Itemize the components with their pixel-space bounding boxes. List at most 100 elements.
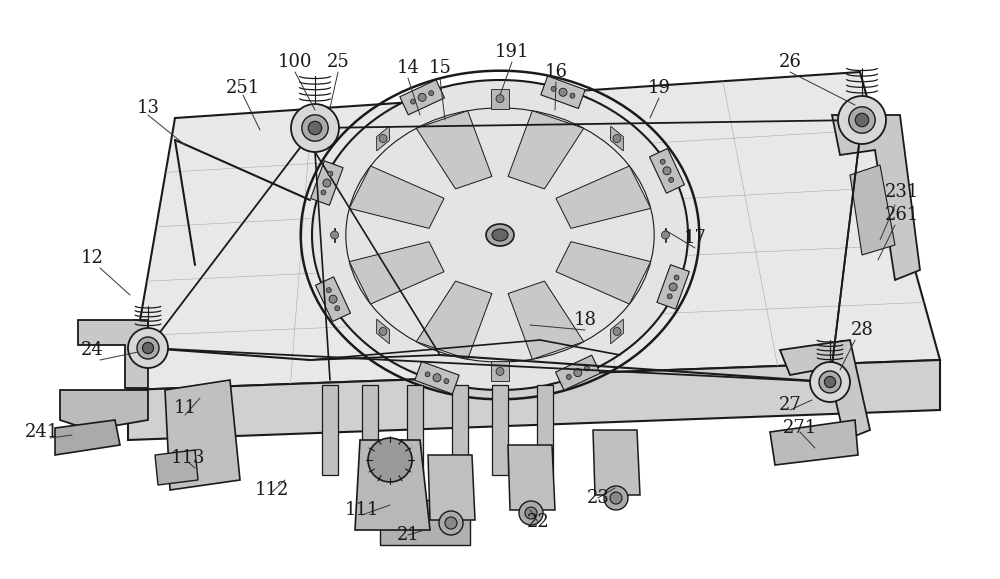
Circle shape: [570, 93, 575, 98]
Polygon shape: [593, 430, 640, 495]
Text: 13: 13: [136, 99, 160, 117]
Circle shape: [525, 507, 537, 519]
Circle shape: [566, 375, 571, 379]
Polygon shape: [541, 76, 585, 108]
Polygon shape: [491, 361, 509, 382]
Text: 100: 100: [278, 53, 312, 71]
Text: 18: 18: [574, 311, 596, 329]
Circle shape: [669, 283, 677, 291]
Circle shape: [321, 190, 326, 195]
Polygon shape: [556, 355, 600, 390]
Text: 191: 191: [495, 43, 529, 61]
Circle shape: [411, 99, 416, 104]
Circle shape: [574, 369, 582, 377]
Polygon shape: [55, 420, 120, 455]
Circle shape: [551, 86, 556, 91]
Polygon shape: [556, 241, 651, 304]
Circle shape: [613, 134, 621, 142]
Text: 16: 16: [544, 63, 568, 81]
Text: 15: 15: [429, 59, 451, 77]
Circle shape: [613, 328, 621, 335]
Text: 271: 271: [783, 419, 817, 437]
Bar: [407, 385, 423, 475]
Circle shape: [323, 179, 331, 187]
Circle shape: [137, 337, 159, 359]
Text: 14: 14: [397, 59, 419, 77]
Polygon shape: [556, 166, 651, 228]
Bar: [362, 385, 378, 475]
Circle shape: [308, 121, 322, 135]
Polygon shape: [415, 361, 459, 394]
Polygon shape: [316, 277, 351, 321]
Polygon shape: [780, 340, 870, 440]
Circle shape: [379, 328, 387, 335]
Polygon shape: [850, 165, 895, 255]
Text: 24: 24: [81, 341, 103, 359]
Circle shape: [335, 306, 340, 311]
Polygon shape: [508, 281, 584, 360]
Circle shape: [418, 93, 426, 101]
Polygon shape: [400, 80, 444, 115]
Polygon shape: [165, 380, 240, 490]
Polygon shape: [380, 500, 470, 545]
Text: 22: 22: [527, 513, 549, 531]
Circle shape: [819, 371, 841, 393]
Text: 23: 23: [587, 489, 609, 507]
Text: 25: 25: [327, 53, 349, 71]
Circle shape: [302, 115, 328, 141]
Text: 112: 112: [255, 481, 289, 499]
Circle shape: [368, 438, 412, 482]
Circle shape: [433, 373, 441, 382]
Polygon shape: [649, 148, 684, 193]
Circle shape: [425, 372, 430, 377]
Circle shape: [445, 517, 457, 529]
Circle shape: [496, 368, 504, 375]
Polygon shape: [832, 115, 920, 280]
Circle shape: [379, 134, 387, 142]
Circle shape: [667, 294, 672, 299]
Circle shape: [429, 90, 434, 96]
Polygon shape: [128, 72, 940, 390]
Text: 11: 11: [174, 399, 196, 417]
Ellipse shape: [312, 80, 688, 390]
Text: 26: 26: [779, 53, 801, 71]
Circle shape: [669, 177, 674, 182]
Circle shape: [328, 171, 333, 176]
Circle shape: [584, 366, 589, 371]
Text: 12: 12: [81, 249, 103, 267]
Circle shape: [824, 376, 836, 387]
Polygon shape: [60, 390, 148, 430]
Circle shape: [291, 104, 339, 152]
Polygon shape: [611, 319, 623, 344]
Text: 19: 19: [648, 79, 670, 97]
Polygon shape: [491, 89, 509, 109]
Polygon shape: [657, 265, 689, 309]
Polygon shape: [78, 320, 148, 388]
Circle shape: [663, 167, 671, 175]
Polygon shape: [416, 281, 492, 360]
Polygon shape: [770, 420, 858, 465]
Circle shape: [326, 288, 331, 292]
Polygon shape: [428, 455, 475, 520]
Text: 21: 21: [397, 526, 419, 544]
Text: 27: 27: [779, 396, 801, 414]
Polygon shape: [377, 126, 389, 151]
Circle shape: [661, 231, 669, 239]
Polygon shape: [311, 161, 343, 206]
Text: 28: 28: [851, 321, 873, 339]
Circle shape: [849, 107, 875, 133]
Circle shape: [810, 362, 850, 402]
Polygon shape: [416, 111, 492, 189]
Bar: [322, 385, 338, 475]
Circle shape: [142, 342, 154, 354]
Text: 241: 241: [25, 423, 59, 441]
Bar: [452, 385, 468, 475]
Polygon shape: [611, 126, 623, 151]
Circle shape: [439, 511, 463, 535]
Text: 261: 261: [885, 206, 919, 224]
Bar: [492, 385, 508, 475]
Circle shape: [128, 328, 168, 368]
Polygon shape: [355, 440, 430, 530]
Circle shape: [604, 486, 628, 510]
Circle shape: [559, 88, 567, 96]
